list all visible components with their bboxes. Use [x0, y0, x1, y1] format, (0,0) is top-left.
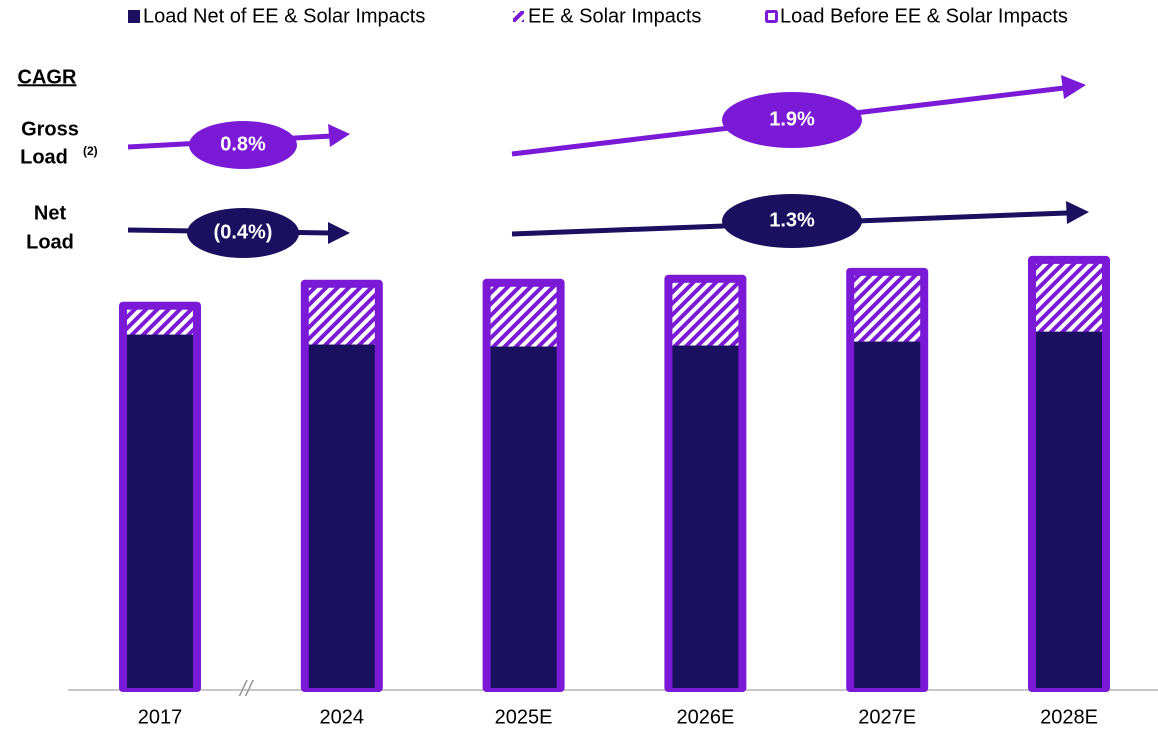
gross-label: Gross: [21, 118, 79, 140]
gross-arrows: [127, 75, 1086, 169]
legend-label: Load Before EE & Solar Impacts: [780, 5, 1068, 27]
bar-segment: [127, 334, 193, 688]
legend: Load Net of EE & Solar Impacts EE & Solar…: [128, 5, 1068, 27]
x-tick-label: 2024: [320, 706, 365, 728]
x-tick-label: 2017: [138, 706, 183, 728]
bar-segment: [672, 282, 739, 346]
net-label: Net: [34, 202, 67, 224]
cagr-value: 1.3%: [769, 209, 815, 231]
x-tick-label: 2025E: [495, 706, 553, 728]
bar-segment: [490, 346, 557, 688]
bar-segment: [854, 275, 921, 342]
bar-segment: [308, 287, 375, 345]
cagr-value: 1.9%: [769, 108, 815, 130]
bar-segment: [490, 286, 557, 347]
legend-label: EE & Solar Impacts: [528, 5, 701, 27]
bar-segment: [854, 341, 921, 688]
legend-swatch: [765, 10, 778, 23]
net-arrows: [127, 194, 1089, 258]
cagr-value: (0.4%): [214, 221, 273, 243]
legend-swatch: [513, 11, 524, 22]
bar-segment: [672, 345, 739, 688]
x-tick-label: 2027E: [858, 706, 916, 728]
gross-label: Load: [20, 146, 68, 168]
bar-segment: [1036, 331, 1102, 688]
bar-segment: [308, 344, 375, 688]
legend-swatch: [128, 10, 140, 23]
x-tick-label: 2028E: [1040, 706, 1098, 728]
cagr-value: 0.8%: [220, 133, 266, 155]
footnote-mark: (2): [83, 144, 98, 158]
net-label: Load: [26, 231, 74, 253]
legend-label: Load Net of EE & Solar Impacts: [143, 5, 425, 27]
x-tick-label: 2026E: [676, 706, 734, 728]
bar-segment: [127, 309, 193, 335]
cagr-heading: CAGR: [18, 66, 77, 88]
axis-break: //: [238, 676, 254, 701]
bar-segment: [1036, 263, 1102, 332]
